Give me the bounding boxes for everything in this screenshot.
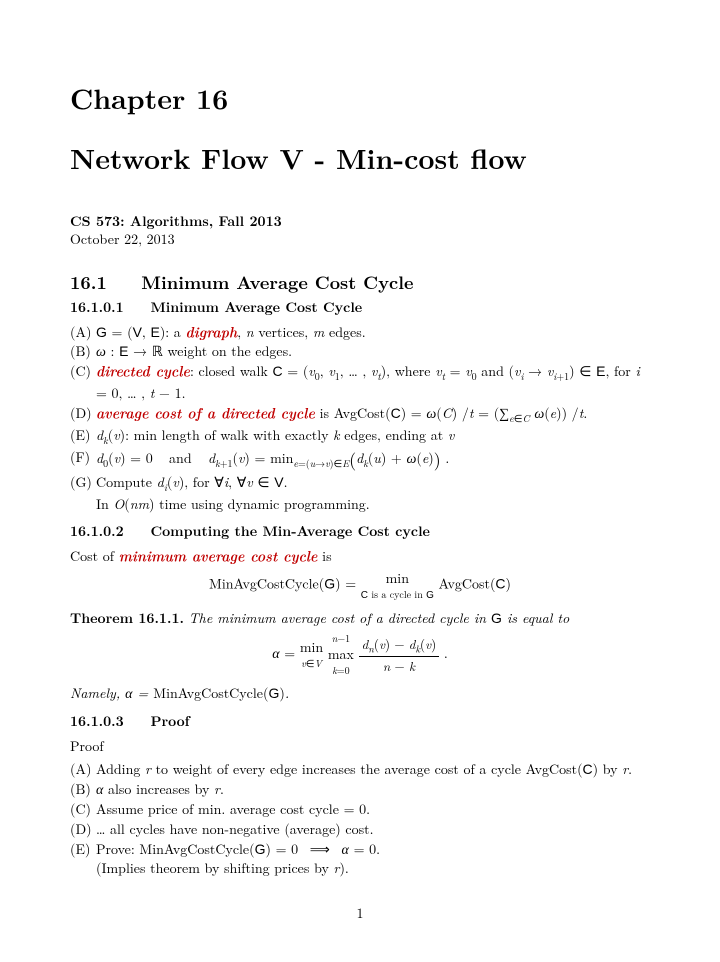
item-body: dk(v): min length of walk with exactly k… — [96, 426, 650, 447]
item-marker: (E) — [70, 840, 96, 878]
formula-alpha: α = minv∈V n−1maxk=0 dn(v) − dk(v) n − k… — [70, 632, 650, 678]
page-number: 1 — [70, 904, 650, 923]
item-body: α also increases by r. — [96, 780, 650, 799]
item-body: … all cycles have non-negative (average)… — [96, 820, 650, 839]
list-item: (B) α also increases by r. — [70, 780, 650, 799]
item-marker: (C) — [70, 800, 96, 819]
text: Cost of — [70, 546, 119, 566]
subsection-title: Minimum Average Cost Cycle — [150, 297, 362, 317]
section-title: Minimum Average Cost Cycle — [141, 270, 413, 295]
list-item: (G) Compute di(v), for ∀i, ∀v ∈ V. In O(… — [70, 473, 650, 513]
item-marker: (C) — [70, 362, 96, 402]
item-body: directed cycle: closed walk C = (v0, v1,… — [96, 362, 650, 402]
proof-label: Proof — [70, 737, 650, 756]
list-item: (A) Adding r to weight of every edge inc… — [70, 760, 650, 779]
term-directed-cycle: directed cycle — [96, 361, 190, 381]
date-line: October 22, 2013 — [70, 230, 650, 249]
subsection-heading-2: 16.1.0.2 Computing the Min-Average Cost … — [70, 522, 650, 541]
item-marker: (E) — [70, 426, 96, 447]
item-body: G = (V, E): a digraph, n vertices, m edg… — [96, 323, 650, 342]
item-marker: (D) — [70, 820, 96, 839]
list-item: (C) Assume price of min. average cost cy… — [70, 800, 650, 819]
chapter-title: Network Flow V - Min-cost flow — [70, 140, 650, 178]
theorem-head: Theorem 16.1.1. — [70, 608, 184, 628]
list-item: (D) … all cycles have non-negative (aver… — [70, 820, 650, 839]
list-item: (E) Prove: MinAvgCostCycle(G) = 0 ⟹ α = … — [70, 840, 650, 878]
item-body: Prove: MinAvgCostCycle(G) = 0 ⟹ α = 0. (… — [96, 840, 650, 878]
graph-g: G — [491, 610, 502, 626]
theorem: Theorem 16.1.1. The minimum average cost… — [70, 609, 650, 628]
proof-list: (A) Adding r to weight of every edge inc… — [70, 760, 650, 877]
item-body: average cost of a directed cycle is AvgC… — [96, 404, 650, 425]
item-body: Assume price of min. average cost cycle … — [96, 800, 650, 819]
subsection-title: Proof — [150, 711, 189, 731]
term-avg-cost: average cost of a directed cycle — [96, 403, 315, 423]
item-body: Adding r to weight of every edge increas… — [96, 760, 650, 779]
definition-list: (A) G = (V, E): a digraph, n vertices, m… — [70, 323, 650, 514]
list-item: (E) dk(v): min length of walk with exact… — [70, 426, 650, 447]
item-body: ω : E → ℝ weight on the edges. — [96, 342, 650, 361]
namely-line: Namely, α = MinAvgCostCycle(G). — [70, 684, 650, 703]
text: is equal to — [502, 608, 569, 628]
subsection-number: 16.1.0.3 — [70, 711, 124, 731]
section-number: 16.1 — [70, 270, 107, 295]
subsection-heading-3: 16.1.0.3 Proof — [70, 712, 650, 731]
list-item: (B) ω : E → ℝ weight on the edges. — [70, 342, 650, 361]
text: is — [318, 546, 332, 566]
item-marker: (F) — [70, 448, 96, 472]
item-body: Compute di(v), for ∀i, ∀v ∈ V. In O(nm) … — [96, 473, 650, 513]
text: The minimum average cost of a directed c… — [189, 608, 491, 628]
chapter-label: Chapter 16 — [70, 80, 650, 118]
term-digraph: digraph — [185, 322, 237, 342]
item-marker: (B) — [70, 780, 96, 799]
term-min-avg-cost-cycle: minimum average cost cycle — [119, 546, 318, 566]
list-item: (D) average cost of a directed cycle is … — [70, 404, 650, 425]
formula-minavg: MinAvgCostCycle(G) = minC is a cycle in … — [70, 569, 650, 602]
list-item: (A) G = (V, E): a digraph, n vertices, m… — [70, 323, 650, 342]
item-marker: (A) — [70, 760, 96, 779]
course-line: CS 573: Algorithms, Fall 2013 — [70, 212, 650, 231]
section-heading: 16.1 Minimum Average Cost Cycle — [70, 271, 650, 295]
subsection-number: 16.1.0.2 — [70, 521, 124, 541]
list-item: (F) d0(v) = 0 and dk+1(v) = mine=(u→v)∈E… — [70, 448, 650, 472]
item-marker: (A) — [70, 323, 96, 342]
theorem-body: The minimum average cost of a directed c… — [189, 608, 570, 628]
cost-line: Cost of minimum average cost cycle is — [70, 547, 650, 566]
subsection-heading-1: 16.1.0.1 Minimum Average Cost Cycle — [70, 298, 650, 317]
item-marker: (D) — [70, 404, 96, 425]
item-marker: (G) — [70, 473, 96, 513]
min-operator: min — [361, 569, 434, 588]
item-marker: (B) — [70, 342, 96, 361]
subsection-number: 16.1.0.1 — [70, 297, 124, 317]
subsection-title: Computing the Min-Average Cost cycle — [150, 521, 429, 541]
item-body: d0(v) = 0 and dk+1(v) = mine=(u→v)∈E(dk(… — [96, 448, 650, 472]
list-item: (C) directed cycle: closed walk C = (v0,… — [70, 362, 650, 402]
